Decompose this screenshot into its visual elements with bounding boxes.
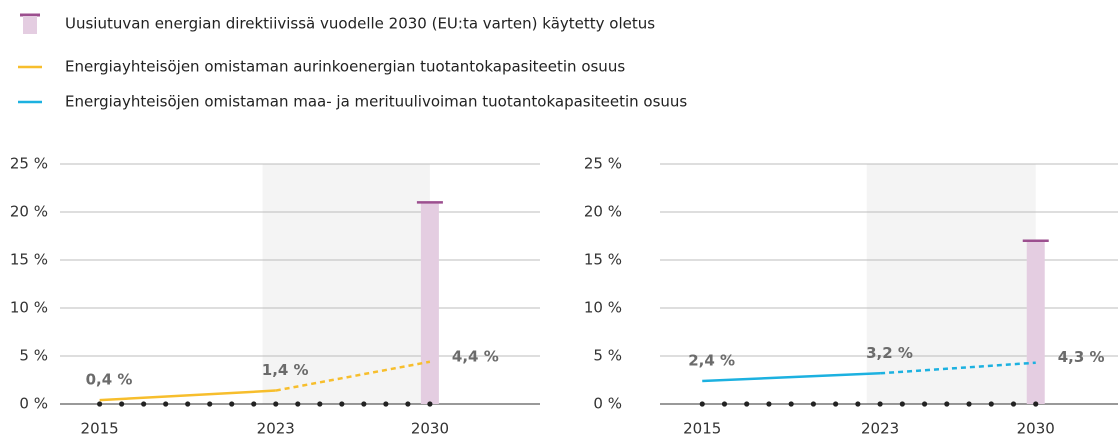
year-dot: [699, 401, 705, 407]
year-dot: [966, 401, 972, 407]
year-dot: [721, 401, 728, 407]
x-tick-label: 2015: [81, 420, 119, 438]
year-dot: [988, 401, 994, 407]
y-tick-label: 25 %: [10, 155, 48, 173]
y-tick-label: 5 %: [593, 347, 622, 365]
legend: Uusiutuvan energian direktiivissä vuodel…: [18, 13, 687, 111]
year-dot: [185, 401, 191, 407]
value-label: 4,4 %: [452, 347, 499, 365]
legend-label: Energiayhteisöjen omistaman aurinkoenerg…: [65, 58, 625, 76]
year-dot: [921, 401, 928, 407]
y-tick-label: 10 %: [10, 299, 48, 317]
y-tick-label: 0 %: [593, 395, 622, 413]
year-dot: [119, 401, 125, 407]
y-tick-label: 0 %: [19, 395, 48, 413]
year-dot: [833, 401, 839, 407]
year-dot: [339, 401, 345, 407]
year-dot: [766, 401, 772, 407]
x-tick-label: 2015: [683, 420, 721, 438]
year-dot: [877, 401, 883, 407]
year-dot: [317, 401, 323, 407]
line-actual: [99, 389, 276, 402]
value-label: 3,2 %: [866, 344, 913, 362]
year-dot: [810, 401, 817, 407]
line-projection: [275, 360, 431, 392]
value-label: 0,4 %: [86, 371, 133, 389]
year-dot: [141, 401, 147, 407]
legend-label: Energiayhteisöjen omistaman maa- ja meri…: [65, 93, 687, 111]
value-label: 2,4 %: [688, 351, 735, 369]
year-dot: [383, 401, 389, 407]
x-tick-label: 2030: [411, 420, 449, 438]
year-dot: [405, 401, 411, 407]
legend-label: Uusiutuvan energian direktiivissä vuodel…: [65, 15, 655, 33]
year-dot: [944, 401, 950, 407]
year-dot: [744, 401, 750, 407]
year-dot: [855, 401, 861, 407]
year-dot: [1033, 401, 1039, 407]
y-tick-label: 20 %: [584, 203, 622, 221]
year-dot: [229, 401, 235, 407]
y-tick-label: 10 %: [584, 299, 622, 317]
year-dot: [163, 401, 169, 407]
year-dot: [788, 401, 794, 407]
value-label: 1,4 %: [262, 361, 309, 379]
y-tick-label: 15 %: [584, 251, 622, 269]
projection-shade: [262, 164, 430, 404]
year-dot: [251, 401, 257, 407]
year-dot: [273, 401, 279, 407]
y-tick-label: 15 %: [10, 251, 48, 269]
target-bar: [1026, 240, 1045, 404]
target-bar: [420, 202, 439, 404]
projection-shade: [866, 164, 1036, 404]
x-tick-label: 2023: [861, 420, 899, 438]
year-dot: [97, 401, 103, 407]
year-dot: [427, 401, 433, 407]
x-tick-label: 2030: [1017, 420, 1055, 438]
value-label: 4,3 %: [1058, 348, 1105, 366]
year-dot: [899, 401, 905, 407]
y-tick-label: 25 %: [584, 155, 622, 173]
year-dot: [361, 401, 367, 407]
y-tick-label: 20 %: [10, 203, 48, 221]
year-dot: [1010, 401, 1017, 407]
line-actual: [702, 372, 881, 383]
year-dot: [295, 401, 301, 407]
year-dot: [207, 401, 213, 407]
y-tick-label: 5 %: [19, 347, 48, 365]
line-projection: [880, 361, 1036, 375]
legend-target-box: [23, 16, 37, 34]
x-tick-label: 2023: [257, 420, 295, 438]
